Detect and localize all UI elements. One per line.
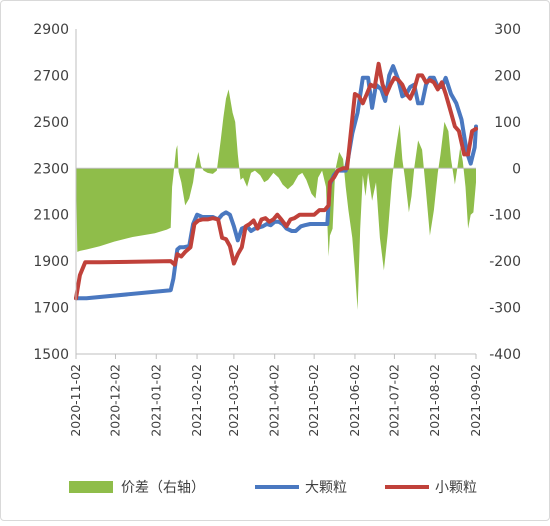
legend-item-small: 小颗粒: [385, 480, 477, 496]
legend-label-large: 大颗粒: [305, 480, 347, 496]
y-left-tick-label: 1700: [33, 301, 69, 317]
legend-item-spread: 价差（右轴）: [69, 480, 205, 496]
y-left-tick-label: 2300: [33, 161, 69, 177]
lines-layer: [74, 61, 478, 301]
y-left-tick-label: 2500: [33, 115, 69, 131]
x-tick-label: 2020-11-02: [68, 364, 83, 437]
x-tick-label: 2021-07-02: [386, 364, 401, 437]
x-tick-label: 2021-08-02: [427, 364, 442, 437]
y-right-tick-label: 0: [512, 161, 521, 177]
series-small-line: [74, 61, 478, 301]
y-right-tick-label: 300: [494, 22, 521, 38]
y-left-tick-label: 2900: [33, 22, 69, 38]
axes-layer: 1500 1700 1900 2100 2300 2500 2700 2900 -400 -300…: [33, 22, 521, 437]
x-tick-label: 2021-03-02: [226, 364, 241, 437]
legend-item-large: 大颗粒: [255, 480, 347, 496]
y-right-tick-label: -200: [489, 254, 521, 270]
x-tick-label: 2021-05-02: [306, 364, 321, 437]
y-left-tick-label: 1900: [33, 254, 69, 270]
x-tick-label: 2021-01-02: [148, 364, 163, 437]
legend: 价差（右轴） 大颗粒 小颗粒: [69, 480, 477, 496]
series-spread-area: [76, 89, 476, 310]
y-left-tick-label: 2100: [33, 208, 69, 224]
y-right-tick-label: -400: [489, 347, 521, 363]
x-tick-label: 2021-02-02: [189, 364, 204, 437]
y-right-tick-label: 200: [494, 68, 521, 84]
legend-swatch-spread: [69, 481, 113, 493]
y-right-tick-label: 100: [494, 115, 521, 131]
x-tick-label: 2021-06-02: [347, 364, 362, 437]
x-tick-label: 2021-09-02: [468, 364, 483, 437]
x-tick-label: 2021-04-02: [267, 364, 282, 437]
y-right-tick-label: -300: [489, 301, 521, 317]
legend-label-spread: 价差（右轴）: [121, 480, 205, 496]
y-left-tick-label: 1500: [33, 347, 69, 363]
y-right-tick-label: -100: [489, 208, 521, 224]
x-tick-label: 2020-12-02: [107, 364, 122, 437]
legend-label-small: 小颗粒: [435, 480, 477, 496]
spread-area-layer: [76, 89, 476, 310]
y-left-tick-label: 2700: [33, 68, 69, 84]
